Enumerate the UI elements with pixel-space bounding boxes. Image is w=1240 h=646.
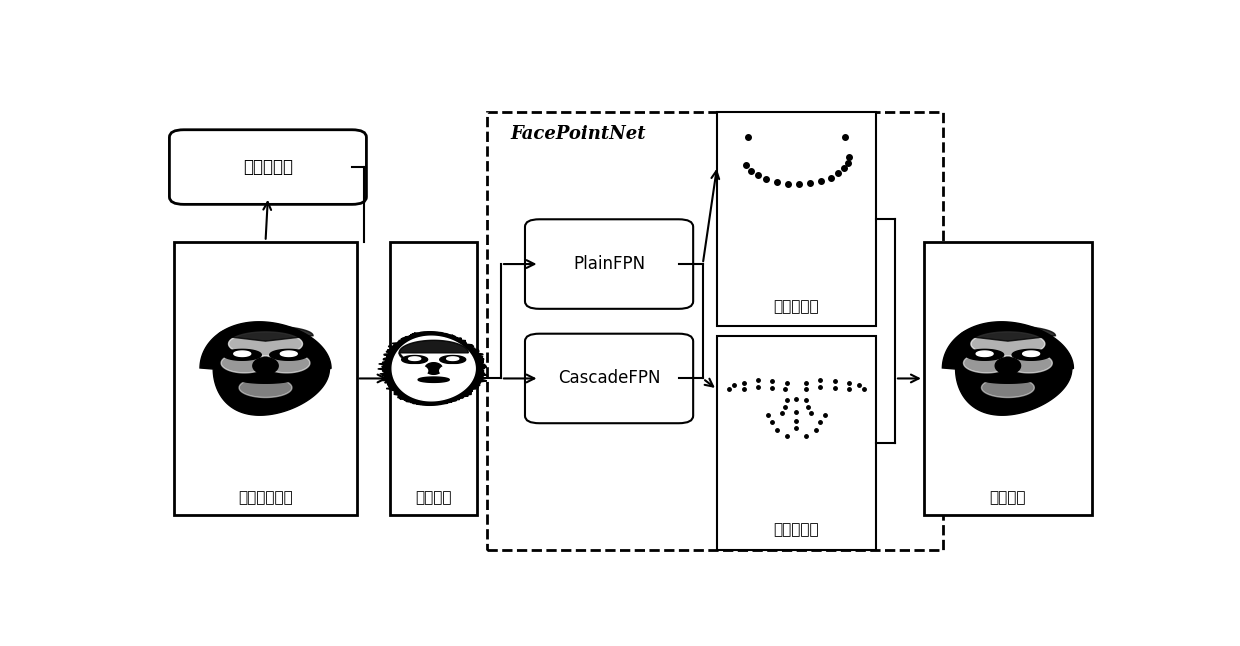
Polygon shape <box>976 351 993 357</box>
Text: 结果展示: 结果展示 <box>990 490 1027 505</box>
Text: 边缘特征点: 边缘特征点 <box>774 299 820 314</box>
Polygon shape <box>440 365 466 377</box>
Polygon shape <box>280 351 298 357</box>
Polygon shape <box>982 378 1034 397</box>
Polygon shape <box>409 357 420 360</box>
Text: FacePointNet: FacePointNet <box>511 125 646 143</box>
Polygon shape <box>221 353 268 373</box>
Polygon shape <box>228 332 303 356</box>
Polygon shape <box>378 331 487 405</box>
Bar <box>717 112 875 326</box>
Bar <box>717 336 875 550</box>
Polygon shape <box>960 326 1055 341</box>
Polygon shape <box>263 353 310 373</box>
Polygon shape <box>253 358 278 374</box>
Polygon shape <box>1006 353 1053 373</box>
Bar <box>174 242 357 516</box>
Polygon shape <box>239 378 291 397</box>
FancyBboxPatch shape <box>525 219 693 309</box>
Polygon shape <box>218 326 312 341</box>
Polygon shape <box>402 355 428 364</box>
Text: CascadeFPN: CascadeFPN <box>558 370 661 388</box>
Polygon shape <box>223 349 262 360</box>
Polygon shape <box>1012 349 1050 360</box>
Polygon shape <box>982 375 1034 383</box>
Text: 模型预处理: 模型预处理 <box>243 158 293 176</box>
Text: 人脸几何模型: 人脸几何模型 <box>238 490 293 505</box>
Polygon shape <box>402 365 428 377</box>
Polygon shape <box>425 362 443 374</box>
Polygon shape <box>270 349 308 360</box>
Bar <box>391 242 477 516</box>
Text: 内部特征点: 内部特征点 <box>774 523 820 537</box>
Polygon shape <box>996 358 1021 374</box>
Polygon shape <box>399 340 469 360</box>
Polygon shape <box>200 322 331 415</box>
Polygon shape <box>963 353 1011 373</box>
Text: PlainFPN: PlainFPN <box>573 255 645 273</box>
Polygon shape <box>239 375 291 383</box>
FancyBboxPatch shape <box>170 130 367 204</box>
Polygon shape <box>971 332 1045 356</box>
Bar <box>486 112 942 550</box>
Polygon shape <box>1023 351 1039 357</box>
Polygon shape <box>446 357 459 360</box>
Polygon shape <box>966 349 1003 360</box>
Polygon shape <box>942 322 1074 415</box>
FancyBboxPatch shape <box>525 334 693 423</box>
Bar <box>924 242 1092 516</box>
Polygon shape <box>234 351 250 357</box>
Polygon shape <box>418 377 449 382</box>
Polygon shape <box>392 336 475 401</box>
Text: 点云数据: 点云数据 <box>415 490 451 505</box>
Polygon shape <box>440 355 466 364</box>
